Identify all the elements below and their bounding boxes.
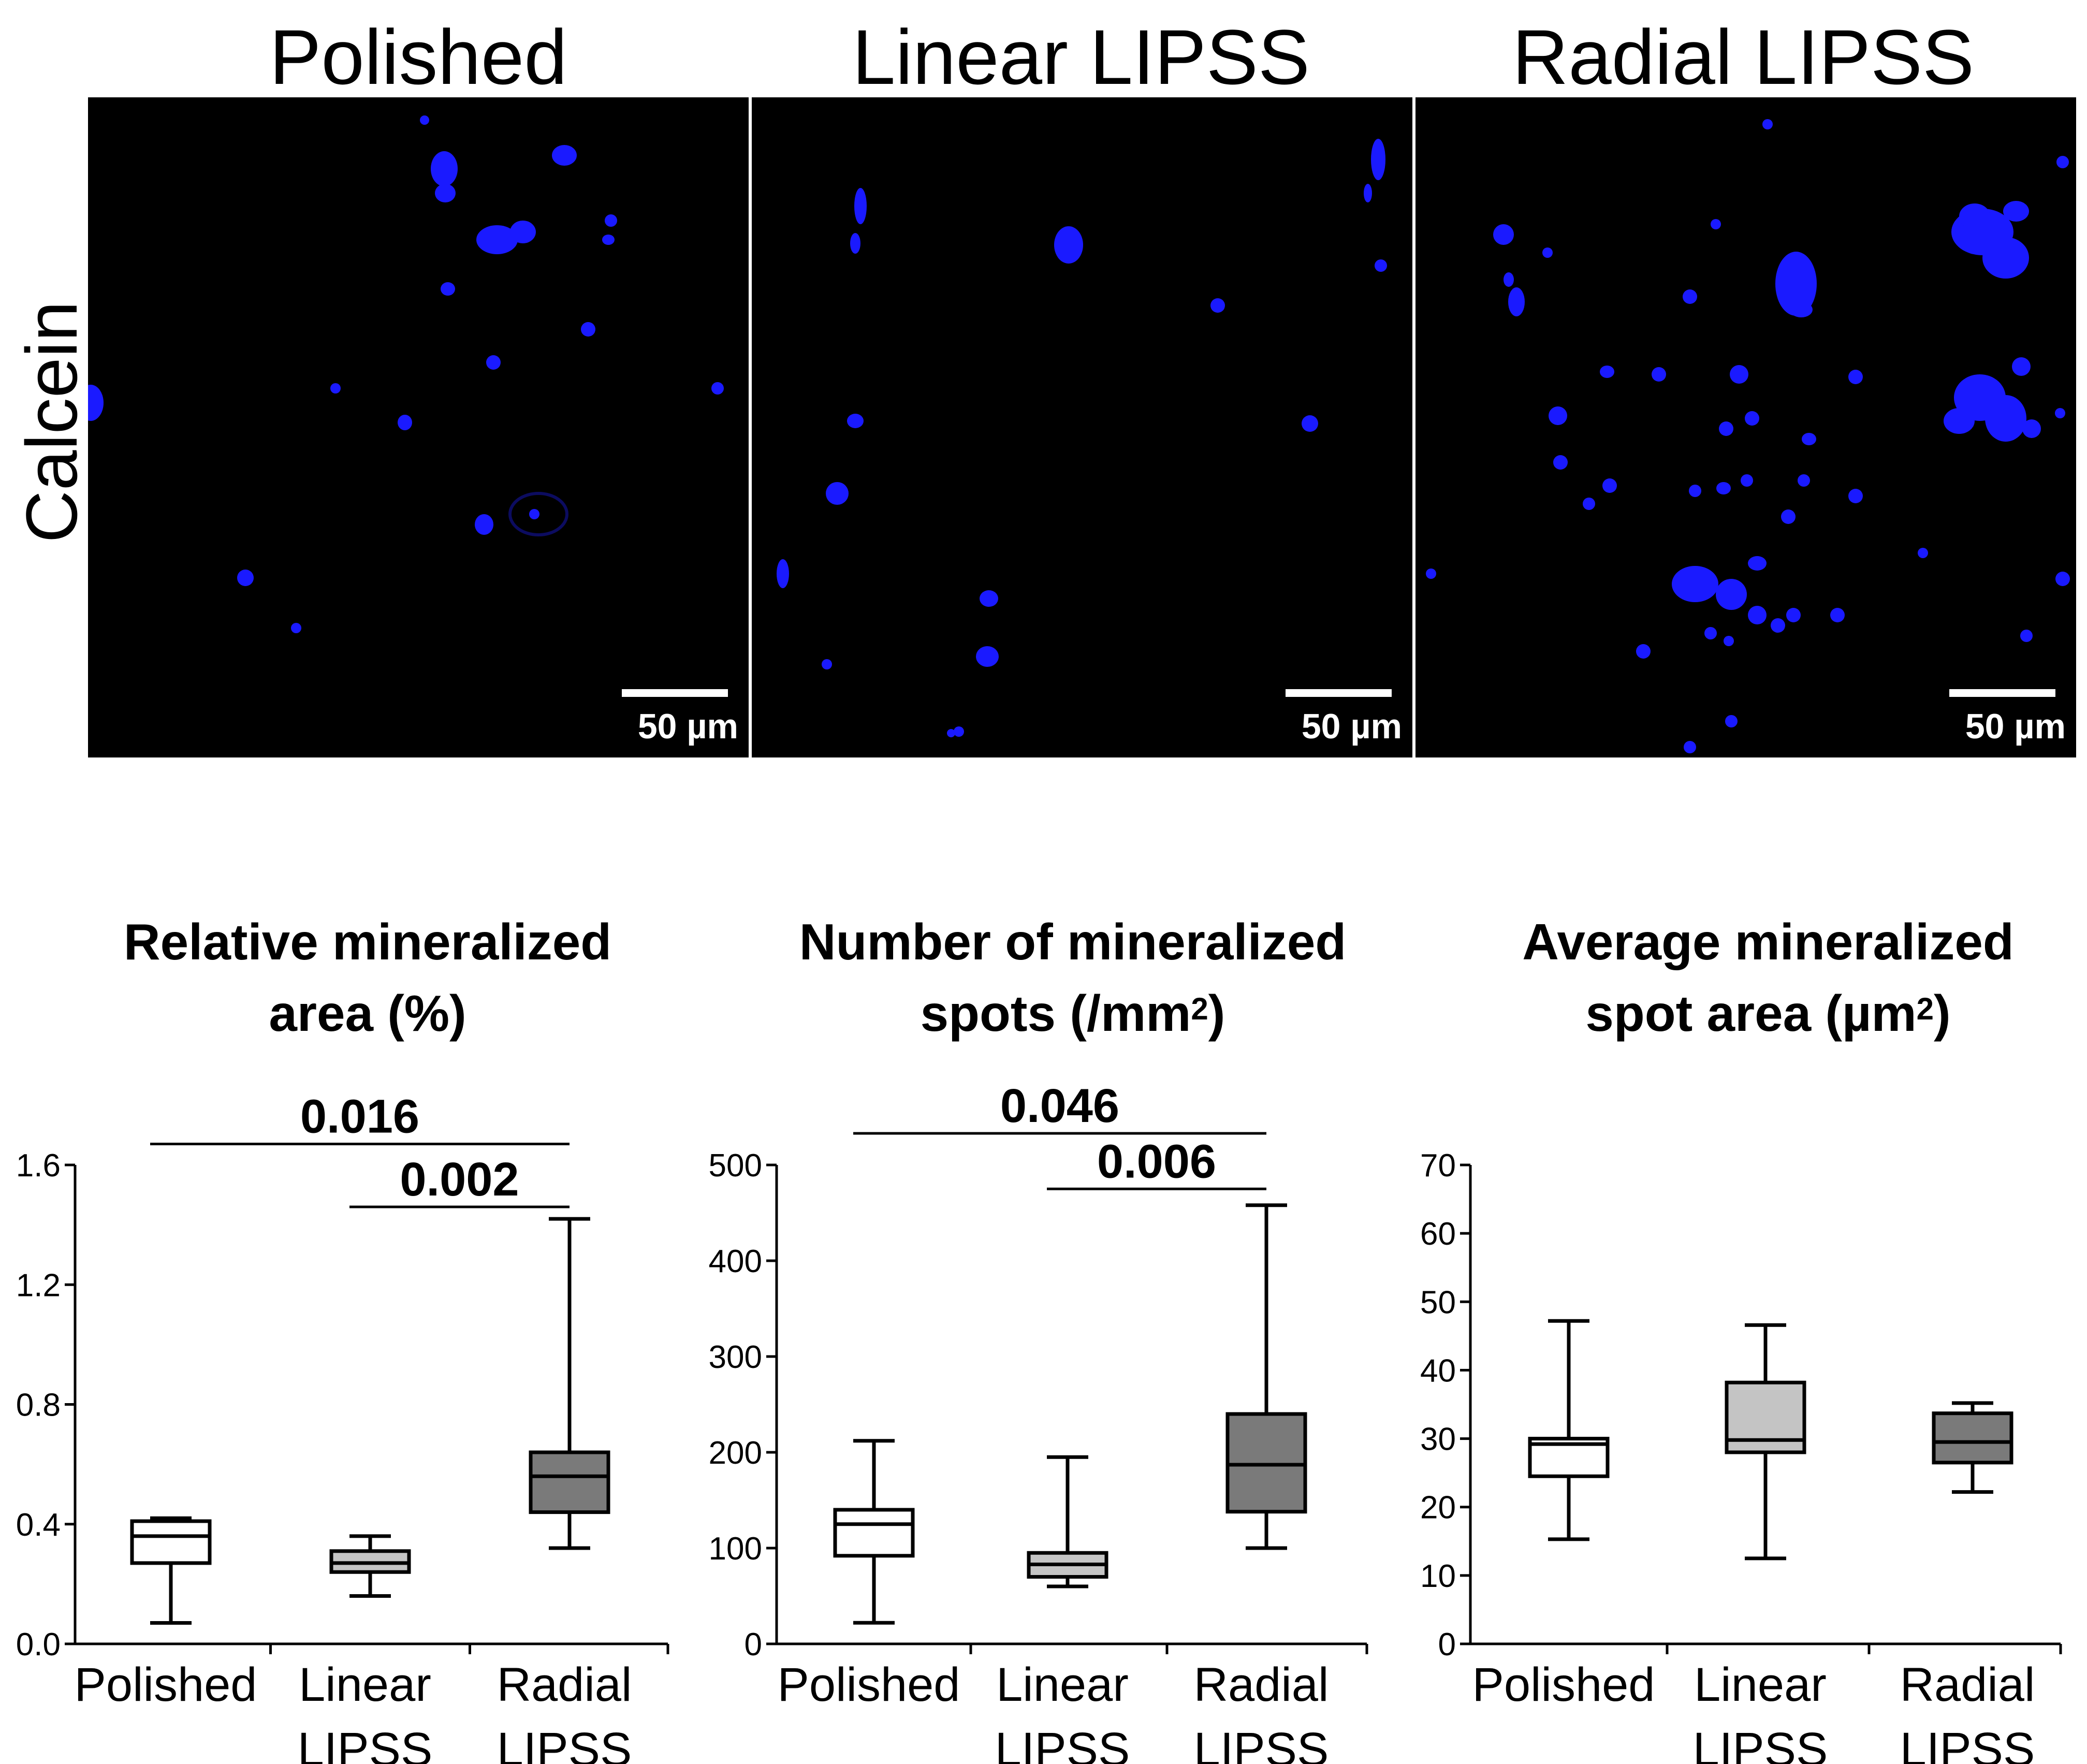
micrograph-radial-lipss: 50 µm bbox=[1415, 97, 2076, 757]
x-tick-label: Linear bbox=[1694, 1658, 1827, 1711]
y-tick-label: 300 bbox=[709, 1339, 762, 1375]
x-tick-label: Radial bbox=[497, 1658, 632, 1711]
boxplot-average-spot-area: 0 10 20 30 40 50 60 70 Polished Linear LIPSS Radial… bbox=[1420, 1148, 2062, 1764]
p-value-label: 0.016 bbox=[300, 1090, 419, 1143]
iqr-box bbox=[529, 1450, 610, 1514]
x-tick-label: Polished bbox=[75, 1658, 257, 1711]
x-tick-label: Linear bbox=[996, 1658, 1129, 1711]
panel-title-polished: Polished bbox=[269, 13, 567, 100]
y-tick-label: 70 bbox=[1420, 1148, 1456, 1184]
x-tick-label: Polished bbox=[1472, 1658, 1655, 1711]
x-tick-label: Radial bbox=[1900, 1658, 2035, 1711]
chart-title-line2: area (%) bbox=[269, 985, 466, 1042]
x-tick-label: LIPSS bbox=[995, 1723, 1130, 1764]
scale-bar-label: 50 µm bbox=[1301, 707, 1402, 746]
scale-bar bbox=[1949, 689, 2055, 697]
x-tick-label: LIPSS bbox=[1900, 1723, 2035, 1764]
boxplot-relative-area: 0.0 0.4 0.8 1.2 1.6 Polished Linear LIPSS Radial… bbox=[16, 1090, 669, 1764]
x-tick-label: LIPSS bbox=[1194, 1723, 1329, 1764]
scale-bar bbox=[622, 689, 728, 697]
x-tick-label: Radial bbox=[1194, 1658, 1329, 1711]
boxplot-number-spots: 0 100 200 300 400 500 Polished Linear LIPSS Radia… bbox=[709, 1080, 1368, 1764]
iqr-box bbox=[1725, 1380, 1806, 1454]
micrograph-linear-lipss: 50 µm bbox=[752, 97, 1412, 757]
x-tick-label: Linear bbox=[299, 1658, 431, 1711]
iqr-box bbox=[1225, 1412, 1307, 1514]
calcein-spots-linear-lipss bbox=[777, 139, 1387, 737]
chart-title-line1: Average mineralized bbox=[1522, 913, 2014, 970]
panel-title-radial-lipss: Radial LIPSS bbox=[1512, 13, 1975, 100]
chart-title-line1: Number of mineralized bbox=[799, 913, 1347, 970]
y-tick-label: 30 bbox=[1420, 1422, 1456, 1457]
micrograph-polished: 50 µm bbox=[88, 97, 749, 757]
x-tick-label: Polished bbox=[778, 1658, 960, 1711]
y-tick-label: 100 bbox=[709, 1531, 762, 1567]
iqr-box bbox=[1932, 1411, 2013, 1465]
y-tick-label: 0.8 bbox=[16, 1388, 61, 1423]
y-tick-label: 0.4 bbox=[16, 1507, 61, 1543]
y-tick-label: 1.2 bbox=[16, 1267, 61, 1303]
p-value-label: 0.002 bbox=[400, 1153, 519, 1206]
y-tick-label: 0 bbox=[1438, 1627, 1456, 1663]
y-tick-label: 50 bbox=[1420, 1285, 1456, 1320]
y-tick-label: 400 bbox=[709, 1244, 762, 1279]
chart-title-line1: Relative mineralized bbox=[123, 913, 612, 970]
x-tick-label: LIPSS bbox=[298, 1723, 433, 1764]
x-tick-label: LIPSS bbox=[1693, 1723, 1828, 1764]
scale-bar-label: 50 µm bbox=[1965, 707, 2066, 746]
y-tick-label: 1.6 bbox=[16, 1148, 61, 1184]
y-tick-label: 20 bbox=[1420, 1490, 1456, 1526]
calcein-spots-radial-lipss bbox=[1426, 119, 2070, 753]
p-value-label: 0.006 bbox=[1097, 1135, 1216, 1188]
y-tick-label: 60 bbox=[1420, 1216, 1456, 1252]
y-tick-label: 500 bbox=[709, 1148, 762, 1184]
chart-title-relative-area: Relative mineralized area (%) bbox=[31, 906, 704, 1049]
calcein-spots-polished bbox=[88, 115, 724, 633]
y-tick-label: 0 bbox=[745, 1627, 762, 1663]
iqr-box bbox=[833, 1508, 915, 1558]
iqr-box bbox=[130, 1519, 212, 1565]
y-tick-label: 10 bbox=[1420, 1558, 1456, 1594]
y-tick-label: 200 bbox=[709, 1435, 762, 1471]
chart-title-line2: spot area (µm2) bbox=[1585, 985, 1951, 1042]
y-tick-label: 0.0 bbox=[16, 1627, 61, 1663]
scale-bar-label: 50 µm bbox=[637, 707, 738, 746]
chart-title-average-spot-area: Average mineralized spot area (µm2) bbox=[1432, 906, 2087, 1049]
scale-bar bbox=[1286, 689, 1392, 697]
p-value-label: 0.046 bbox=[1000, 1080, 1119, 1132]
chart-title-line2: spots (/mm2) bbox=[920, 985, 1225, 1042]
x-tick-label: LIPSS bbox=[497, 1723, 632, 1764]
panel-title-linear-lipss: Linear LIPSS bbox=[852, 13, 1310, 100]
row-label-calcein: Calcein bbox=[11, 301, 92, 543]
chart-title-number-spots: Number of mineralized spots (/mm2) bbox=[736, 906, 1409, 1049]
y-tick-label: 40 bbox=[1420, 1353, 1456, 1389]
